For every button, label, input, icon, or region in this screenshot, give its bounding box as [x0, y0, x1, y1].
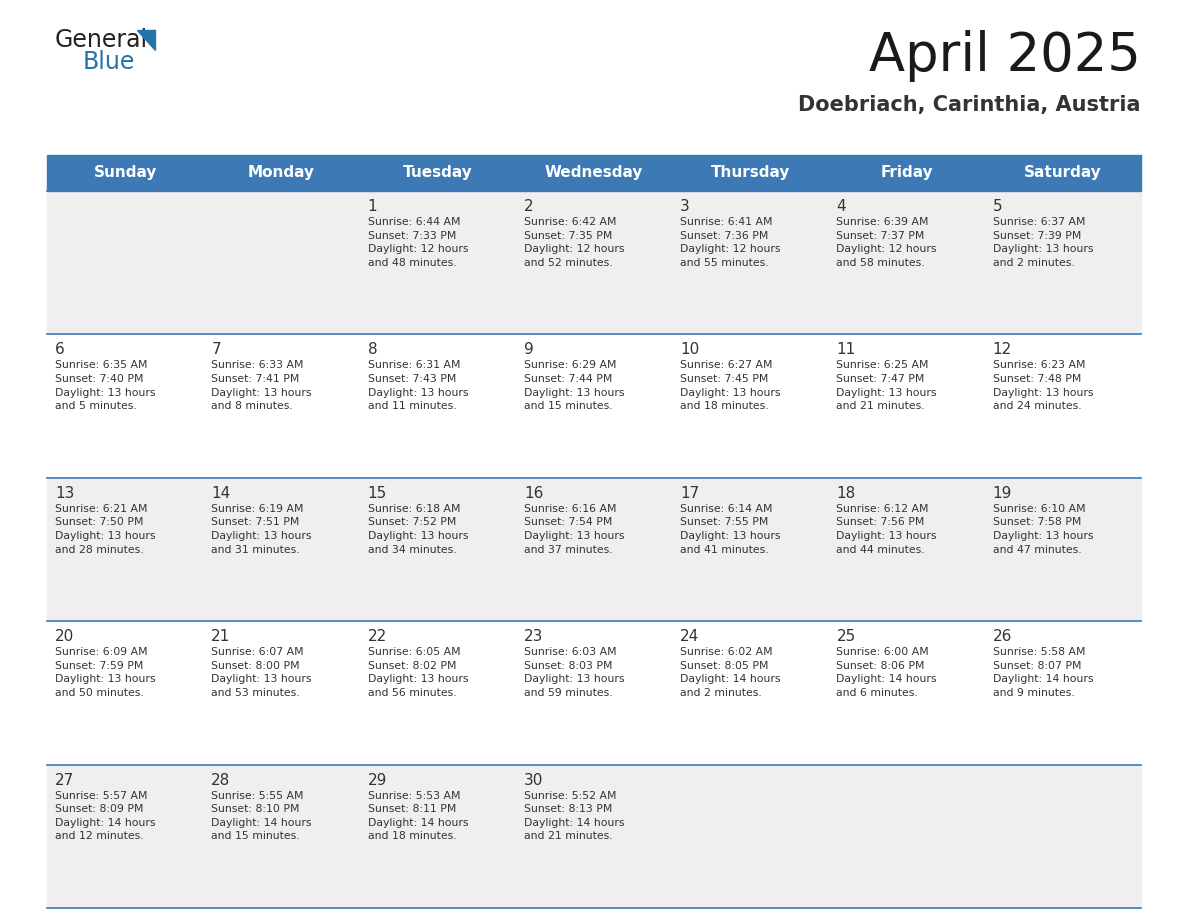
Text: 18: 18	[836, 486, 855, 501]
Text: Wednesday: Wednesday	[545, 165, 643, 181]
Text: Sunrise: 6:23 AM
Sunset: 7:48 PM
Daylight: 13 hours
and 24 minutes.: Sunrise: 6:23 AM Sunset: 7:48 PM Dayligh…	[993, 361, 1093, 411]
Text: Sunrise: 6:31 AM
Sunset: 7:43 PM
Daylight: 13 hours
and 11 minutes.: Sunrise: 6:31 AM Sunset: 7:43 PM Dayligh…	[367, 361, 468, 411]
Text: Sunrise: 6:41 AM
Sunset: 7:36 PM
Daylight: 12 hours
and 55 minutes.: Sunrise: 6:41 AM Sunset: 7:36 PM Dayligh…	[681, 217, 781, 268]
Text: 23: 23	[524, 629, 543, 644]
Text: Doebriach, Carinthia, Austria: Doebriach, Carinthia, Austria	[798, 95, 1140, 115]
Text: Thursday: Thursday	[710, 165, 790, 181]
Text: Sunrise: 6:29 AM
Sunset: 7:44 PM
Daylight: 13 hours
and 15 minutes.: Sunrise: 6:29 AM Sunset: 7:44 PM Dayligh…	[524, 361, 625, 411]
Text: Sunrise: 6:25 AM
Sunset: 7:47 PM
Daylight: 13 hours
and 21 minutes.: Sunrise: 6:25 AM Sunset: 7:47 PM Dayligh…	[836, 361, 937, 411]
Text: 13: 13	[55, 486, 75, 501]
Text: Sunday: Sunday	[94, 165, 157, 181]
Text: 6: 6	[55, 342, 65, 357]
Text: 4: 4	[836, 199, 846, 214]
Text: Sunrise: 6:33 AM
Sunset: 7:41 PM
Daylight: 13 hours
and 8 minutes.: Sunrise: 6:33 AM Sunset: 7:41 PM Dayligh…	[211, 361, 311, 411]
Text: 8: 8	[367, 342, 378, 357]
Text: General: General	[55, 28, 148, 52]
Text: 28: 28	[211, 773, 230, 788]
Bar	[48, 191, 1140, 334]
Text: Sunrise: 6:35 AM
Sunset: 7:40 PM
Daylight: 13 hours
and 5 minutes.: Sunrise: 6:35 AM Sunset: 7:40 PM Dayligh…	[55, 361, 156, 411]
Text: Friday: Friday	[880, 165, 933, 181]
Text: 20: 20	[55, 629, 74, 644]
Text: 11: 11	[836, 342, 855, 357]
Text: 9: 9	[524, 342, 533, 357]
Text: Sunrise: 6:10 AM
Sunset: 7:58 PM
Daylight: 13 hours
and 47 minutes.: Sunrise: 6:10 AM Sunset: 7:58 PM Dayligh…	[993, 504, 1093, 554]
Text: Sunrise: 6:44 AM
Sunset: 7:33 PM
Daylight: 12 hours
and 48 minutes.: Sunrise: 6:44 AM Sunset: 7:33 PM Dayligh…	[367, 217, 468, 268]
Text: 30: 30	[524, 773, 543, 788]
Text: 1: 1	[367, 199, 378, 214]
Text: 27: 27	[55, 773, 74, 788]
Bar	[48, 334, 1140, 477]
Bar	[48, 477, 1140, 621]
Text: Sunrise: 5:58 AM
Sunset: 8:07 PM
Daylight: 14 hours
and 9 minutes.: Sunrise: 5:58 AM Sunset: 8:07 PM Dayligh…	[993, 647, 1093, 698]
Polygon shape	[137, 30, 154, 50]
Text: 2: 2	[524, 199, 533, 214]
Text: April 2025: April 2025	[870, 30, 1140, 82]
Text: 14: 14	[211, 486, 230, 501]
Text: 3: 3	[681, 199, 690, 214]
Text: 15: 15	[367, 486, 387, 501]
Text: 16: 16	[524, 486, 543, 501]
Text: 5: 5	[993, 199, 1003, 214]
Text: 22: 22	[367, 629, 387, 644]
Text: Sunrise: 6:09 AM
Sunset: 7:59 PM
Daylight: 13 hours
and 50 minutes.: Sunrise: 6:09 AM Sunset: 7:59 PM Dayligh…	[55, 647, 156, 698]
Text: 19: 19	[993, 486, 1012, 501]
Text: Sunrise: 5:52 AM
Sunset: 8:13 PM
Daylight: 14 hours
and 21 minutes.: Sunrise: 5:52 AM Sunset: 8:13 PM Dayligh…	[524, 790, 625, 842]
Text: Sunrise: 6:39 AM
Sunset: 7:37 PM
Daylight: 12 hours
and 58 minutes.: Sunrise: 6:39 AM Sunset: 7:37 PM Dayligh…	[836, 217, 937, 268]
Text: Sunrise: 6:03 AM
Sunset: 8:03 PM
Daylight: 13 hours
and 59 minutes.: Sunrise: 6:03 AM Sunset: 8:03 PM Dayligh…	[524, 647, 625, 698]
Bar	[48, 765, 1140, 908]
Text: Sunrise: 6:14 AM
Sunset: 7:55 PM
Daylight: 13 hours
and 41 minutes.: Sunrise: 6:14 AM Sunset: 7:55 PM Dayligh…	[681, 504, 781, 554]
Text: Sunrise: 6:12 AM
Sunset: 7:56 PM
Daylight: 13 hours
and 44 minutes.: Sunrise: 6:12 AM Sunset: 7:56 PM Dayligh…	[836, 504, 937, 554]
Text: Sunrise: 6:05 AM
Sunset: 8:02 PM
Daylight: 13 hours
and 56 minutes.: Sunrise: 6:05 AM Sunset: 8:02 PM Dayligh…	[367, 647, 468, 698]
Text: 21: 21	[211, 629, 230, 644]
Text: Blue: Blue	[83, 50, 135, 74]
Text: 25: 25	[836, 629, 855, 644]
Text: Sunrise: 6:42 AM
Sunset: 7:35 PM
Daylight: 12 hours
and 52 minutes.: Sunrise: 6:42 AM Sunset: 7:35 PM Dayligh…	[524, 217, 625, 268]
Text: 29: 29	[367, 773, 387, 788]
Text: Sunrise: 6:02 AM
Sunset: 8:05 PM
Daylight: 14 hours
and 2 minutes.: Sunrise: 6:02 AM Sunset: 8:05 PM Dayligh…	[681, 647, 781, 698]
Bar	[48, 155, 1140, 191]
Text: Sunrise: 5:55 AM
Sunset: 8:10 PM
Daylight: 14 hours
and 15 minutes.: Sunrise: 5:55 AM Sunset: 8:10 PM Dayligh…	[211, 790, 311, 842]
Text: Sunrise: 5:53 AM
Sunset: 8:11 PM
Daylight: 14 hours
and 18 minutes.: Sunrise: 5:53 AM Sunset: 8:11 PM Dayligh…	[367, 790, 468, 842]
Text: 10: 10	[681, 342, 700, 357]
Text: 17: 17	[681, 486, 700, 501]
Text: Sunrise: 6:27 AM
Sunset: 7:45 PM
Daylight: 13 hours
and 18 minutes.: Sunrise: 6:27 AM Sunset: 7:45 PM Dayligh…	[681, 361, 781, 411]
Text: Sunrise: 6:07 AM
Sunset: 8:00 PM
Daylight: 13 hours
and 53 minutes.: Sunrise: 6:07 AM Sunset: 8:00 PM Dayligh…	[211, 647, 311, 698]
Text: Sunrise: 6:16 AM
Sunset: 7:54 PM
Daylight: 13 hours
and 37 minutes.: Sunrise: 6:16 AM Sunset: 7:54 PM Dayligh…	[524, 504, 625, 554]
Bar	[48, 621, 1140, 765]
Text: Monday: Monday	[248, 165, 315, 181]
Text: 7: 7	[211, 342, 221, 357]
Text: 26: 26	[993, 629, 1012, 644]
Text: Sunrise: 6:21 AM
Sunset: 7:50 PM
Daylight: 13 hours
and 28 minutes.: Sunrise: 6:21 AM Sunset: 7:50 PM Dayligh…	[55, 504, 156, 554]
Text: Sunrise: 6:18 AM
Sunset: 7:52 PM
Daylight: 13 hours
and 34 minutes.: Sunrise: 6:18 AM Sunset: 7:52 PM Dayligh…	[367, 504, 468, 554]
Text: Tuesday: Tuesday	[403, 165, 473, 181]
Text: 24: 24	[681, 629, 700, 644]
Text: Sunrise: 5:57 AM
Sunset: 8:09 PM
Daylight: 14 hours
and 12 minutes.: Sunrise: 5:57 AM Sunset: 8:09 PM Dayligh…	[55, 790, 156, 842]
Text: 12: 12	[993, 342, 1012, 357]
Text: Sunrise: 6:00 AM
Sunset: 8:06 PM
Daylight: 14 hours
and 6 minutes.: Sunrise: 6:00 AM Sunset: 8:06 PM Dayligh…	[836, 647, 937, 698]
Text: Saturday: Saturday	[1024, 165, 1101, 181]
Text: Sunrise: 6:19 AM
Sunset: 7:51 PM
Daylight: 13 hours
and 31 minutes.: Sunrise: 6:19 AM Sunset: 7:51 PM Dayligh…	[211, 504, 311, 554]
Text: Sunrise: 6:37 AM
Sunset: 7:39 PM
Daylight: 13 hours
and 2 minutes.: Sunrise: 6:37 AM Sunset: 7:39 PM Dayligh…	[993, 217, 1093, 268]
